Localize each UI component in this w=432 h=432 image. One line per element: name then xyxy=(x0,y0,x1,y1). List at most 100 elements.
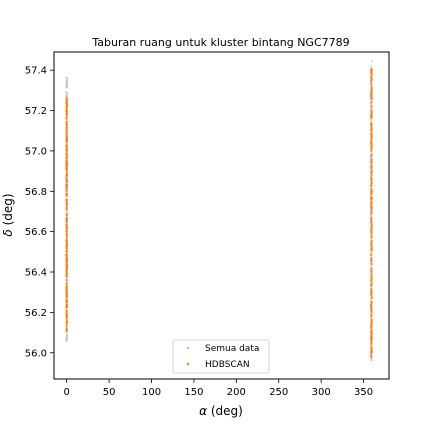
data-point-all xyxy=(65,92,69,95)
data-point-hdbscan xyxy=(370,86,373,89)
y-axis-symbol: δ xyxy=(1,229,15,236)
data-point-hdbscan xyxy=(370,354,373,357)
data-point-hdbscan xyxy=(370,74,373,77)
data-point-hdbscan xyxy=(370,104,373,107)
data-point-hdbscan xyxy=(65,106,68,109)
data-point-hdbscan xyxy=(370,136,373,139)
x-tick-label: 0 xyxy=(64,387,70,398)
data-point-hdbscan xyxy=(370,181,373,184)
data-point-hdbscan xyxy=(370,231,373,234)
data-point-hdbscan xyxy=(65,102,68,105)
y-tick-label: 56.4 xyxy=(25,268,47,279)
data-point-hdbscan xyxy=(65,278,68,281)
data-point-hdbscan xyxy=(65,234,68,237)
data-point-hdbscan xyxy=(65,126,68,129)
data-point-hdbscan xyxy=(370,109,373,112)
data-point-hdbscan xyxy=(370,329,373,332)
data-point-hdbscan xyxy=(370,244,373,247)
data-point-hdbscan xyxy=(370,341,373,344)
data-point-all xyxy=(65,337,68,340)
data-point-hdbscan xyxy=(370,280,373,283)
data-point-all xyxy=(65,215,68,218)
data-point-hdbscan xyxy=(370,193,373,196)
data-point-hdbscan xyxy=(65,152,68,155)
data-point-hdbscan xyxy=(65,237,68,240)
data-point-hdbscan xyxy=(65,109,68,112)
legend-marker-all-data xyxy=(186,346,190,350)
data-point-hdbscan xyxy=(66,242,69,245)
data-point-hdbscan xyxy=(65,254,68,257)
data-point-hdbscan xyxy=(65,247,68,250)
data-point-hdbscan xyxy=(65,115,68,118)
data-point-hdbscan xyxy=(65,149,68,152)
x-tick-label: 350 xyxy=(354,387,373,398)
data-point-hdbscan xyxy=(370,307,373,310)
data-point-hdbscan xyxy=(65,131,68,134)
data-point-all xyxy=(370,120,373,123)
data-point-hdbscan xyxy=(65,124,68,127)
data-point-all xyxy=(66,78,69,81)
y-tick-label: 56.8 xyxy=(25,187,47,198)
x-tick-label: 300 xyxy=(312,387,331,398)
data-point-hdbscan xyxy=(370,346,373,349)
data-point-all xyxy=(370,358,373,362)
data-point-hdbscan xyxy=(370,178,373,181)
data-point-hdbscan xyxy=(370,117,373,120)
data-point-hdbscan xyxy=(370,337,373,340)
data-point-hdbscan xyxy=(370,239,373,242)
data-point-all xyxy=(65,95,68,98)
data-point-hdbscan xyxy=(370,114,373,117)
data-point-hdbscan xyxy=(65,322,68,325)
data-point-hdbscan xyxy=(370,282,373,285)
data-point-hdbscan xyxy=(66,179,69,182)
data-point-hdbscan xyxy=(65,168,68,171)
data-point-hdbscan xyxy=(65,304,68,307)
y-axis-unit: (deg) xyxy=(1,193,15,225)
data-point-hdbscan xyxy=(65,330,68,333)
data-point-hdbscan xyxy=(370,347,373,350)
x-axis-unit: (deg) xyxy=(211,404,243,418)
data-point-hdbscan xyxy=(65,145,68,148)
data-point-hdbscan xyxy=(65,300,68,303)
data-point-hdbscan xyxy=(65,166,68,169)
x-tick-label: 50 xyxy=(103,387,116,398)
legend-marker-hdbscan xyxy=(186,362,190,366)
y-tick-label: 57.0 xyxy=(25,146,47,157)
data-point-hdbscan xyxy=(370,301,373,304)
y-tick-label: 57.2 xyxy=(25,106,47,117)
data-point-hdbscan xyxy=(370,158,373,161)
data-point-hdbscan xyxy=(370,207,373,210)
data-point-hdbscan xyxy=(66,113,69,116)
data-point-hdbscan xyxy=(65,111,68,114)
data-point-hdbscan xyxy=(65,291,68,294)
data-point-hdbscan xyxy=(65,120,68,123)
data-point-hdbscan xyxy=(370,199,373,202)
data-point-all xyxy=(65,80,68,83)
data-point-hdbscan xyxy=(370,267,373,270)
data-point-hdbscan xyxy=(65,287,68,290)
data-point-all xyxy=(370,214,373,218)
points-layer xyxy=(65,60,374,362)
legend-label-hdbscan: HDBSCAN xyxy=(205,360,250,370)
data-point-hdbscan xyxy=(370,351,373,354)
data-point-hdbscan xyxy=(370,258,373,261)
data-point-hdbscan xyxy=(65,282,68,285)
data-point-all xyxy=(370,237,373,240)
data-point-hdbscan xyxy=(370,247,373,250)
legend-label-all-data: Semua data xyxy=(205,344,259,354)
data-point-hdbscan xyxy=(65,328,68,331)
chart-title: Taburan ruang untuk kluster bintang NGC7… xyxy=(91,36,349,49)
data-point-hdbscan xyxy=(65,232,68,235)
data-point-hdbscan xyxy=(370,212,373,215)
data-point-hdbscan xyxy=(370,343,373,346)
data-point-hdbscan xyxy=(65,220,68,223)
data-point-all xyxy=(65,339,68,342)
data-point-hdbscan xyxy=(65,122,68,125)
data-point-hdbscan xyxy=(65,263,68,266)
y-axis-label: δ (deg) xyxy=(1,193,15,236)
data-point-hdbscan xyxy=(65,171,68,174)
data-point-hdbscan xyxy=(370,150,373,153)
data-point-hdbscan xyxy=(65,140,68,143)
data-point-hdbscan xyxy=(65,177,68,180)
